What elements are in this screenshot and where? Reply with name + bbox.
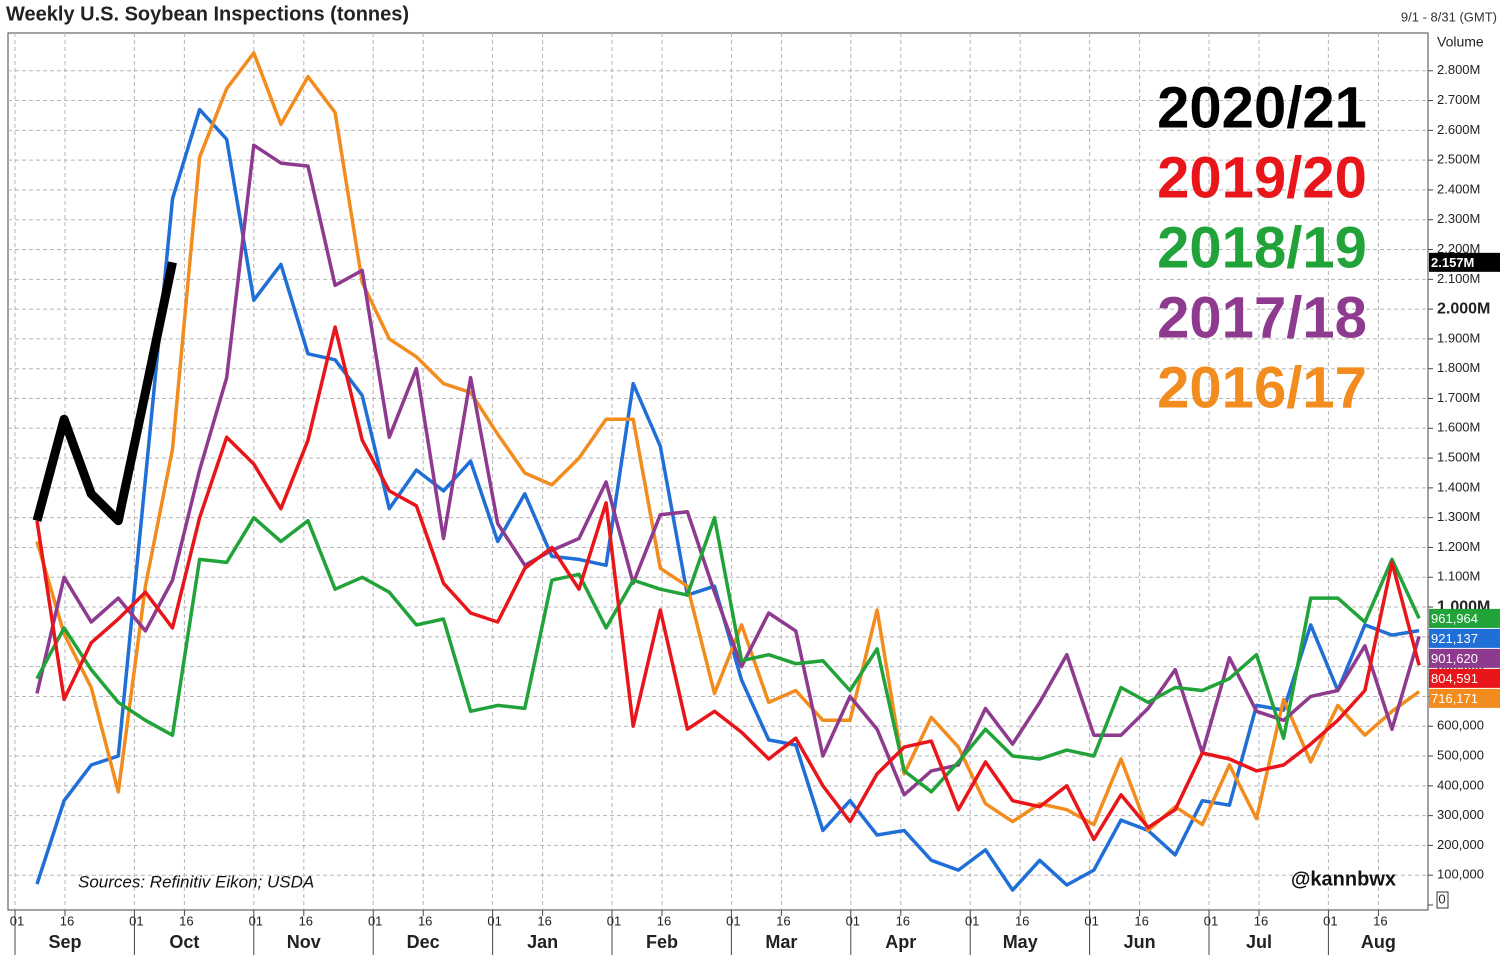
y-tick-label: 300,000 bbox=[1437, 807, 1484, 822]
x-day-label: 01 bbox=[10, 913, 24, 928]
plot-frame bbox=[7, 32, 1429, 911]
y-tick-label: 2.700M bbox=[1437, 92, 1480, 107]
y-tick-label: 2.000M bbox=[1437, 300, 1490, 317]
y-tick-label: 1.200M bbox=[1437, 539, 1480, 554]
x-day-label: 01 bbox=[129, 913, 143, 928]
y-tick-label: 1.400M bbox=[1437, 479, 1480, 494]
x-day-label: 01 bbox=[607, 913, 621, 928]
legend-entry: 2018/19 bbox=[1157, 215, 1367, 280]
x-month-label: Nov bbox=[287, 932, 321, 952]
value-tag-label: 961,964 bbox=[1431, 611, 1478, 626]
value-tag bbox=[1429, 688, 1500, 708]
y-tick-label: 2.600M bbox=[1437, 122, 1480, 137]
y-tick-label: 1.600M bbox=[1437, 420, 1480, 435]
x-day-label: 16 bbox=[657, 913, 671, 928]
series-line bbox=[35, 515, 1421, 794]
y-tick-label: 1.300M bbox=[1437, 509, 1480, 524]
x-month-label: Aug bbox=[1361, 932, 1396, 952]
x-month-label: Jan bbox=[527, 932, 558, 952]
x-day-label: 01 bbox=[1084, 913, 1098, 928]
series-line bbox=[32, 261, 177, 526]
x-day-label: 16 bbox=[1373, 913, 1387, 928]
series-line bbox=[35, 143, 1421, 797]
x-day-label: 01 bbox=[368, 913, 382, 928]
x-month-label: Oct bbox=[169, 932, 199, 952]
y-tick-label: 2.400M bbox=[1437, 181, 1480, 196]
value-tag-label: 901,620 bbox=[1431, 651, 1478, 666]
series-line bbox=[35, 325, 1421, 842]
y-tick-label: 0 bbox=[1438, 891, 1445, 906]
y-axis-label: Volume bbox=[1437, 34, 1484, 50]
author-handle: @kannbwx bbox=[1291, 868, 1396, 890]
legend-entry: 2019/20 bbox=[1157, 145, 1367, 210]
zero-box bbox=[1436, 891, 1449, 909]
x-day-label: 16 bbox=[537, 913, 551, 928]
x-day-label: 01 bbox=[726, 913, 740, 928]
legend-entry: 2020/21 bbox=[1157, 75, 1367, 140]
x-day-label: 16 bbox=[60, 913, 74, 928]
value-tag bbox=[1429, 668, 1500, 688]
y-tick-label: 2.100M bbox=[1437, 271, 1480, 286]
value-tag bbox=[1429, 252, 1500, 272]
y-tick-label: 100,000 bbox=[1437, 867, 1484, 882]
x-day-label: 16 bbox=[1254, 913, 1268, 928]
value-tag bbox=[1429, 648, 1500, 668]
y-tick-label: 2.300M bbox=[1437, 211, 1480, 226]
value-tag-label: 804,591 bbox=[1431, 671, 1478, 686]
x-day-label: 16 bbox=[896, 913, 910, 928]
value-tag-label: 921,137 bbox=[1431, 631, 1478, 646]
date-range: 9/1 - 8/31 (GMT) bbox=[1401, 9, 1497, 24]
y-tick-label: 2.200M bbox=[1437, 241, 1480, 256]
y-tick-label: 200,000 bbox=[1437, 837, 1484, 852]
y-tick-label: 2.800M bbox=[1437, 62, 1480, 77]
value-tag bbox=[1429, 628, 1500, 648]
value-tag bbox=[1429, 608, 1500, 628]
y-tick-label: 1.800M bbox=[1437, 360, 1480, 375]
y-tick-label: 2.500M bbox=[1437, 152, 1480, 167]
x-day-label: 16 bbox=[418, 913, 432, 928]
x-day-label: 16 bbox=[1015, 913, 1029, 928]
x-day-label: 16 bbox=[179, 913, 193, 928]
x-month-label: Feb bbox=[646, 932, 678, 952]
x-day-label: 01 bbox=[1204, 913, 1218, 928]
x-day-label: 01 bbox=[249, 913, 263, 928]
series-line bbox=[35, 51, 1421, 833]
legend-entry: 2017/18 bbox=[1157, 285, 1367, 350]
value-tag-label: 716,171 bbox=[1431, 691, 1478, 706]
x-day-label: 01 bbox=[965, 913, 979, 928]
x-day-label: 16 bbox=[299, 913, 313, 928]
x-month-label: Sep bbox=[48, 932, 81, 952]
legend-entry: 2016/17 bbox=[1157, 355, 1367, 420]
x-month-label: May bbox=[1003, 932, 1038, 952]
y-tick-label: 400,000 bbox=[1437, 777, 1484, 792]
y-tick-label: 1.500M bbox=[1437, 450, 1480, 465]
value-tag-label: 2.157M bbox=[1431, 255, 1474, 270]
y-tick-label: 1.700M bbox=[1437, 390, 1480, 405]
x-month-label: Apr bbox=[885, 932, 916, 952]
y-tick-label: 1.900M bbox=[1437, 330, 1480, 345]
source-note: Sources: Refinitiv Eikon; USDA bbox=[78, 872, 314, 891]
y-tick-label: 600,000 bbox=[1437, 718, 1484, 733]
x-month-label: Dec bbox=[407, 932, 440, 952]
x-day-label: 16 bbox=[1134, 913, 1148, 928]
x-day-label: 01 bbox=[846, 913, 860, 928]
chart-title: Weekly U.S. Soybean Inspections (tonnes) bbox=[6, 3, 409, 25]
x-day-label: 01 bbox=[1323, 913, 1337, 928]
y-tick-label: 500,000 bbox=[1437, 747, 1484, 762]
x-month-label: Mar bbox=[765, 932, 797, 952]
x-day-label: 16 bbox=[776, 913, 790, 928]
x-month-label: Jun bbox=[1124, 932, 1156, 952]
x-month-label: Jul bbox=[1246, 932, 1272, 952]
y-tick-label: 1.100M bbox=[1437, 569, 1480, 584]
x-day-label: 01 bbox=[487, 913, 501, 928]
